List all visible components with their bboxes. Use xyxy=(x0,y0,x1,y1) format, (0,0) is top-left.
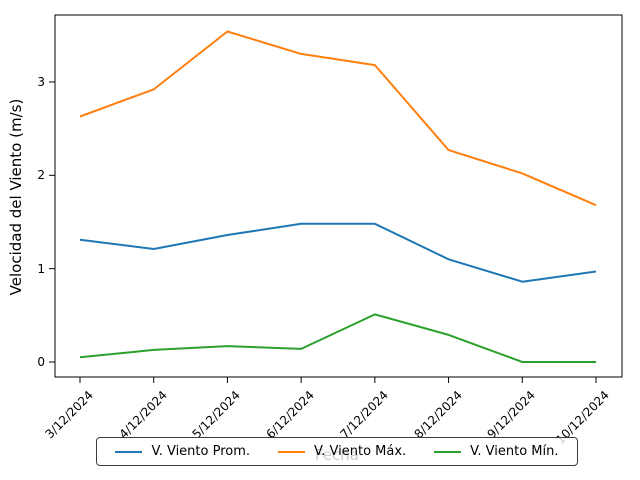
legend-line-swatch xyxy=(434,450,462,453)
legend-label: V. Viento Prom. xyxy=(151,444,251,459)
y-tick-label: 2 xyxy=(37,168,45,183)
legend-label: V. Viento Mín. xyxy=(470,444,559,459)
y-tick-label: 1 xyxy=(37,261,45,276)
legend-line-swatch xyxy=(115,450,143,453)
legend-label: V. Viento Máx. xyxy=(314,444,407,459)
y-tick-label: 0 xyxy=(37,355,45,369)
legend-item-prom: V. Viento Prom. xyxy=(115,444,250,459)
legend-line-swatch xyxy=(278,450,306,453)
legend-item-max: V. Viento Máx. xyxy=(278,444,406,459)
y-tick-label: 3 xyxy=(37,74,45,89)
legend-item-min: V. Viento Mín. xyxy=(434,444,559,459)
legend: V. Viento Prom. V. Viento Máx. V. Viento… xyxy=(96,437,578,466)
